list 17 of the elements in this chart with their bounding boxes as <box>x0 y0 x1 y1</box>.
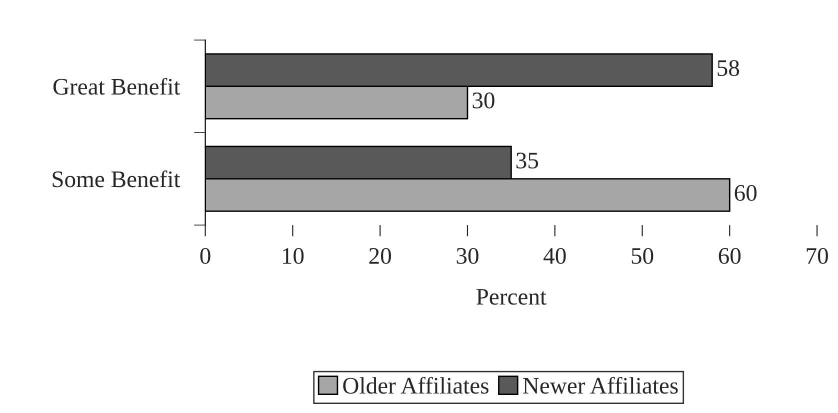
y-tick-label: Great Benefit <box>53 78 180 95</box>
data-label: 35 <box>516 152 538 169</box>
x-tick-label: 70 <box>806 248 828 264</box>
legend-label: Older Affiliates <box>343 376 488 394</box>
data-label: 58 <box>718 60 740 76</box>
x-axis-title: Percent <box>476 289 546 305</box>
x-tick-label: 40 <box>544 248 566 264</box>
data-label: 30 <box>472 92 494 108</box>
x-tick-label: 0 <box>200 248 210 264</box>
x-tick-label: 20 <box>369 248 391 264</box>
x-tick-label: 30 <box>456 248 478 264</box>
y-tick-label: Some Benefit <box>52 170 180 188</box>
x-tick-label: 10 <box>282 248 304 264</box>
x-tick-label: 50 <box>632 248 654 264</box>
legend-label: Newer Affiliates <box>523 376 678 394</box>
data-label: 60 <box>734 184 757 201</box>
x-tick-label: 60 <box>718 248 741 264</box>
